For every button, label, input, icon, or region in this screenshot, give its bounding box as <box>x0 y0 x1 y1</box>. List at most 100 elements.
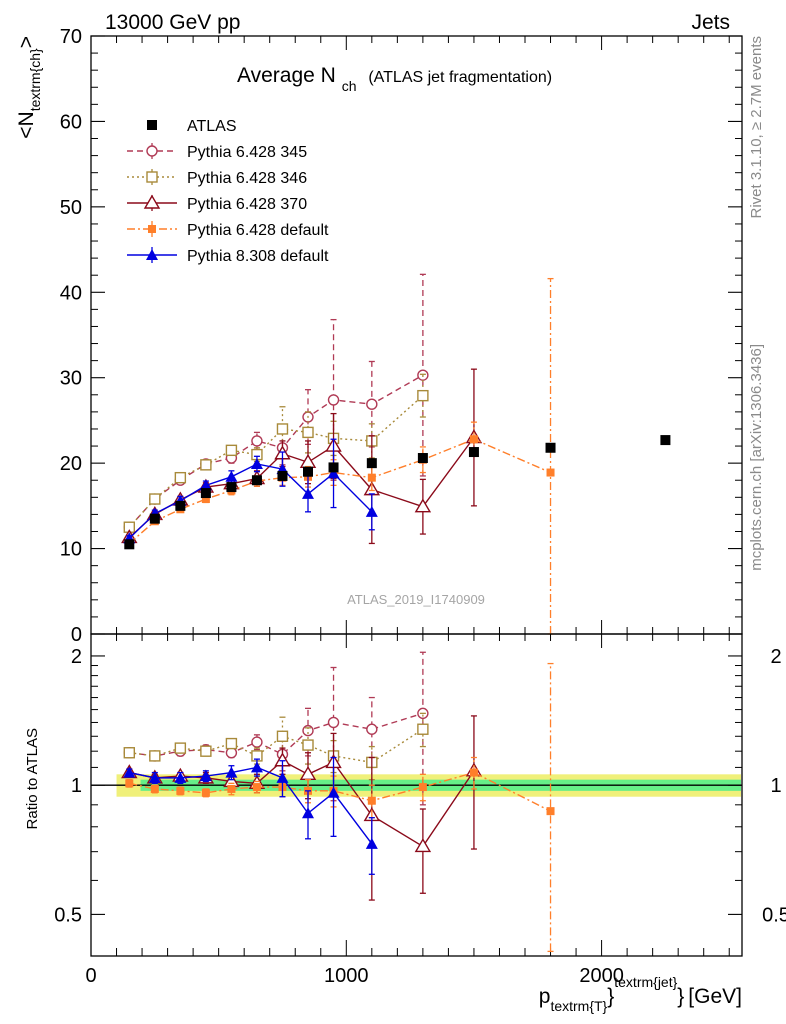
main-point <box>124 539 135 550</box>
ratio-series-pythia-8-308-default <box>123 756 378 875</box>
ratio-series-line <box>129 766 373 845</box>
x-tick-label: 0 <box>85 965 96 987</box>
legend-item-pythia-6-428-default: Pythia 6.428 default <box>127 221 329 239</box>
beam-label: 13000 GeV pp <box>105 11 240 34</box>
legend-label: Pythia 6.428 345 <box>187 144 307 161</box>
main-series-pythia-6-428-default <box>125 277 555 635</box>
legend-marker <box>143 194 161 209</box>
legend-marker <box>146 145 158 157</box>
x-tick-label: 1000 <box>324 965 369 987</box>
ratio-point <box>417 723 429 735</box>
main-point <box>546 468 555 477</box>
legend-label: Pythia 8.308 default <box>187 248 329 265</box>
ratio-point <box>546 807 555 816</box>
main-point <box>303 466 313 477</box>
xlabel-unit: [GeV] <box>688 985 742 1008</box>
ratio-axes: 0.5 0.5 1 1 2 2 0 1000 2000 <box>54 634 786 987</box>
ratio-point <box>148 771 161 783</box>
main-point <box>201 495 210 504</box>
main-point <box>200 488 211 499</box>
legend-label: Pythia 6.428 346 <box>187 170 307 187</box>
x-axis-label: ptextrm{T}}textrm{jet}} [GeV] <box>539 974 742 1014</box>
mcplots-label: mcplots.cern.ch [arXiv:1306.3436] <box>748 344 765 571</box>
ratio-point <box>469 768 478 777</box>
ratio-point <box>276 771 289 783</box>
ratio-point <box>150 784 159 793</box>
main-ytick-label: 0 <box>71 624 82 646</box>
legend-item-pythia-6-428-370: Pythia 6.428 370 <box>127 194 307 213</box>
main-point <box>328 462 339 473</box>
main-series-atlas <box>124 435 671 550</box>
main-point <box>468 447 479 458</box>
main-ytick-label: 40 <box>60 282 82 304</box>
legend-label: Pythia 6.428 370 <box>187 196 307 213</box>
main-series-line <box>128 395 424 528</box>
main-ytick-label: 70 <box>60 26 82 48</box>
ratio-ytick-label: 0.5 <box>54 904 82 926</box>
ratio-series-line <box>129 728 424 764</box>
ratio-point <box>302 724 314 737</box>
main-point <box>366 398 378 410</box>
main-plot <box>121 273 671 635</box>
main-title-suffix: (ATLAS jet fragmentation) <box>368 69 552 86</box>
main-point <box>545 442 556 453</box>
ratio-point <box>252 783 261 792</box>
ratio-point <box>201 788 210 797</box>
xlabel-text: p <box>539 985 551 1008</box>
xlabel-sup: textrm{jet} <box>614 974 677 990</box>
main-ylabel-text: <N <box>15 111 38 138</box>
ratio-point <box>225 737 238 750</box>
main-point <box>174 471 187 484</box>
main-point <box>225 470 238 482</box>
main-point <box>327 394 340 406</box>
x-tick-label: 2000 <box>579 965 624 987</box>
main-series-line <box>128 438 551 544</box>
ratio-point <box>174 742 187 754</box>
rivet-label: Rivet 3.1.10, ≥ 2.7M events <box>748 36 765 219</box>
legend-label: ATLAS <box>187 118 237 135</box>
main-ytick-label: 20 <box>60 453 82 475</box>
ratio-point <box>174 771 187 783</box>
main-point <box>149 513 160 524</box>
ratio-point <box>123 747 135 759</box>
ratio-point <box>176 786 185 795</box>
main-point <box>276 423 289 435</box>
ratio-point <box>125 779 134 788</box>
legend-item-pythia-8-308-default: Pythia 8.308 default <box>127 247 329 265</box>
process-label: Jets <box>691 11 730 34</box>
main-point <box>469 435 478 444</box>
legend-item-pythia-6-428-345: Pythia 6.428 345 <box>127 143 307 161</box>
ratio-series-pythia-6-428-346 <box>123 712 429 781</box>
legend-marker <box>148 225 156 233</box>
watermark: ATLAS_2019_I1740909 <box>347 592 485 607</box>
ratio-ytick-label: 1 <box>71 775 82 797</box>
main-series-pythia-8-308-default <box>123 438 378 544</box>
main-point <box>302 487 314 499</box>
main-point <box>302 426 314 439</box>
ratio-point <box>149 750 161 762</box>
main-ytick-label: 10 <box>60 539 82 561</box>
main-panel: 0 10 20 30 40 50 60 70 Average N ch (ATLAS jet … <box>15 26 743 646</box>
main-point <box>200 459 212 471</box>
main-ylabel: <Ntextrm{ch}> <box>15 36 43 139</box>
ratio-ytick-label: 2 <box>71 646 82 668</box>
ratio-ytick-label-right: 2 <box>770 646 781 668</box>
main-point <box>251 475 262 486</box>
main-point <box>366 458 377 469</box>
main-series-line <box>128 463 373 539</box>
ratio-point <box>200 745 212 757</box>
main-title-text: Average N <box>237 64 336 87</box>
ratio-point <box>225 766 238 778</box>
main-point <box>414 498 432 513</box>
ratio-point <box>227 784 236 793</box>
main-ylabel-sub: textrm{ch} <box>27 48 43 111</box>
main-ytick-label: 50 <box>60 197 82 219</box>
main-point <box>660 435 671 446</box>
ratio-frame <box>90 633 743 957</box>
legend-label: Pythia 6.428 default <box>187 222 329 239</box>
ratio-panel: 0.5 0.51 12 20 1000 2000 Ratio to ATLAS ptext… <box>24 633 786 1014</box>
main-point <box>175 500 186 511</box>
ratio-point <box>251 736 263 748</box>
main-title: Average N ch (ATLAS jet fragmentation) <box>237 64 552 96</box>
